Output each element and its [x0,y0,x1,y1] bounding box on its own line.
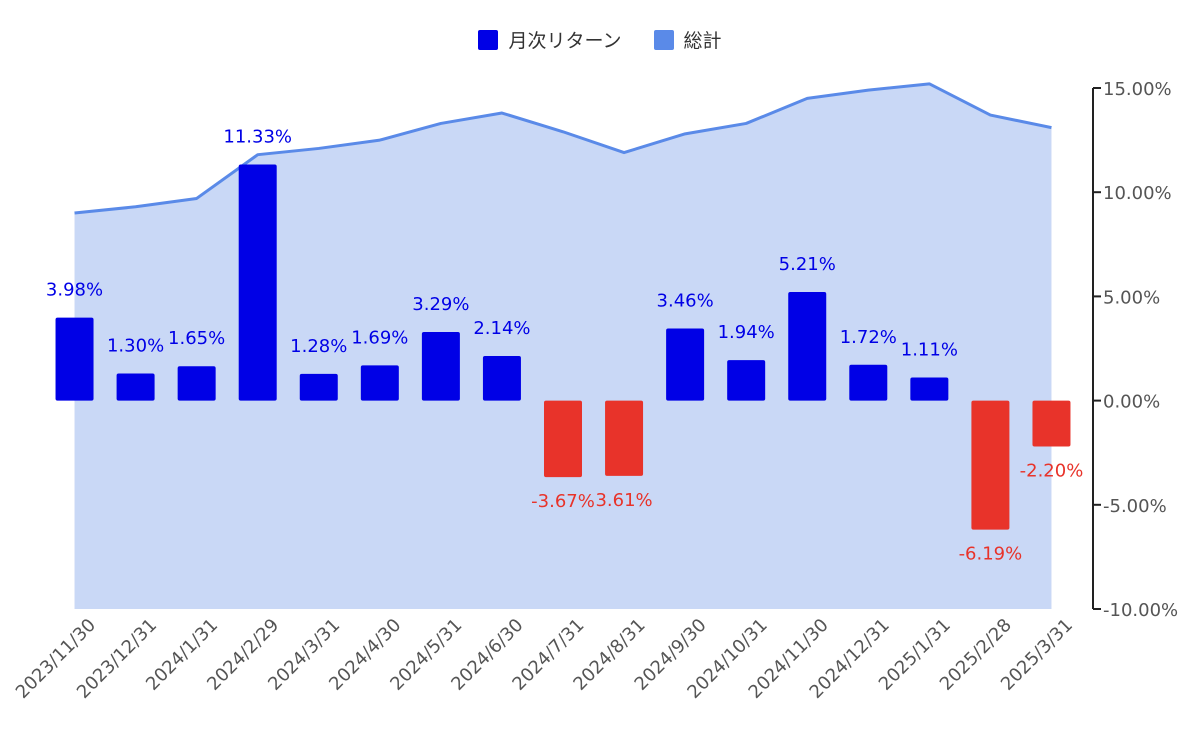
total-area-layer [74,82,1052,609]
bar-2024/8/31 [605,400,644,476]
total-area-fill [74,83,1052,609]
data-label-2024/7/31: -3.67% [531,491,595,512]
legend-label-monthly-return: 月次リターン [508,30,622,52]
bar-2024/4/30 [360,365,399,401]
data-label-2025/2/28: -6.19% [959,544,1023,565]
bar-2024/7/31 [544,400,582,478]
legend-item-total[interactable]: 総計 [653,26,722,53]
bar-2023/11/30 [55,317,94,401]
bar-2024/1/31 [177,366,216,401]
legend: 月次リターン 総計 [0,26,1200,53]
bar-2023/12/31 [116,373,155,401]
data-label-2024/12/31: 1.72% [840,327,897,348]
data-labels: 3.98% 1.30% 1.65% 11.33% 1.28% 1.69%3.29%2.14… [46,126,1083,564]
data-label-2024/5/31: 3.29% [412,294,469,315]
y-axis: 15.00% 10.00% 5.00% 0.00% -5.00% -10.00% [1092,79,1178,621]
bar-2024/5/31 [421,332,460,401]
monthly-return-bars [55,164,1071,530]
data-label-2025/1/31: 1.11% [901,339,958,360]
y-tick-label: 0.00% [1103,392,1160,413]
bar-2024/3/31 [299,373,338,401]
legend-item-monthly-return[interactable]: 月次リターン [478,26,622,53]
legend-swatch-monthly-return [478,29,499,50]
data-label-2023/12/31: 1.30% [107,336,164,357]
bar-2025/3/31 [1032,400,1071,447]
data-label-2024/9/30: 3.46% [657,290,714,311]
bar-2025/1/31 [910,377,949,401]
bar-2024/9/30 [666,328,705,401]
data-label-2024/2/29: 11.33% [223,126,292,147]
data-label-2023/11/30: 3.98% [46,280,103,301]
x-axis-ticks: 2023/11/302023/12/312024/1/312024/2/2920… [12,615,1077,703]
data-label-2024/3/31: 1.28% [290,336,347,357]
bar-2024/11/30 [788,292,827,401]
data-label-2024/11/30: 5.21% [779,254,836,275]
bar-2024/10/31 [727,360,766,401]
total-line [74,82,1052,215]
bar-2024/12/31 [849,364,888,401]
legend-swatch-total [653,29,674,50]
y-tick-label: 10.00% [1103,183,1172,204]
data-label-2024/6/30: 2.14% [473,318,530,339]
data-label-2024/4/30: 1.69% [351,327,408,348]
data-label-2024/8/31: 3.61% [595,490,652,511]
y-tick-label: 15.00% [1103,79,1172,100]
data-label-2024/10/31: 1.94% [718,322,775,343]
bar-2024/2/29 [238,164,277,401]
y-tick-label: -10.00% [1103,600,1178,621]
legend-label-total: 総計 [683,30,722,52]
bar-2024/6/30 [482,356,521,401]
bar-2025/2/28 [971,400,1010,530]
y-tick-label: 5.00% [1103,287,1160,308]
y-tick-label: -5.00% [1103,496,1167,517]
data-label-2025/3/31: -2.20% [1020,460,1084,481]
data-label-2024/1/31: 1.65% [168,328,225,349]
